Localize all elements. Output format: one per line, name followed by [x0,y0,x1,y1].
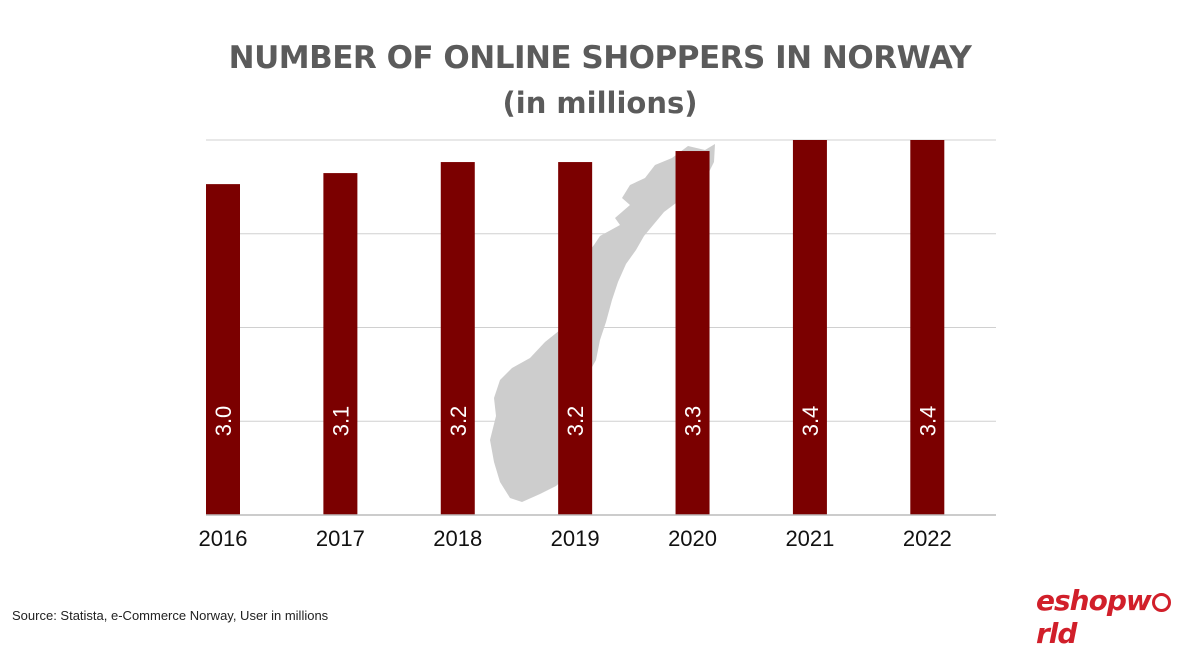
bar-2020 [675,151,710,515]
bar-2018 [440,162,475,515]
bar-2016 [206,184,240,515]
x-tick-label: 2017 [316,526,365,551]
x-tick-labels: 2016 2017 2018 2019 2020 2021 2022 [199,526,952,551]
logo-text-left: eshopw [1036,584,1152,617]
x-tick-label: 2020 [668,526,717,551]
chart-title: NUMBER OF ONLINE SHOPPERS IN NORWAY [228,40,972,76]
bar-value-label: 3.2 [563,406,588,437]
source-note: Source: Statista, e-Commerce Norway, Use… [12,608,329,623]
bar-2021 [792,140,827,515]
x-tick-label: 2021 [785,526,834,551]
x-tick-label: 2019 [551,526,600,551]
bar-2017 [323,173,358,515]
x-tick-label: 2022 [903,526,952,551]
bar-value-label: 3.2 [446,406,471,437]
bar-value-labels: 3.0 3.1 3.2 3.2 3.3 3.4 3.4 [211,406,940,437]
bar-value-label: 3.4 [798,406,823,437]
globe-icon [1151,593,1171,612]
norway-map-background [490,144,715,502]
eshopworld-logo: eshopwrld [1036,584,1200,650]
x-tick-label: 2016 [199,526,248,551]
x-tick-label: 2018 [433,526,482,551]
bar-chart: 2016 2017 2018 2019 2020 2021 2022 3.0 3.1 3.2 3.… [199,139,996,551]
logo-text-right: rld [1036,617,1077,650]
bar-2019 [558,162,593,515]
bar-value-label: 3.1 [328,406,353,437]
bar-value-label: 3.4 [915,406,940,437]
bar-2022 [910,140,945,515]
chart-subtitle: (in millions) [502,86,698,120]
bars [206,140,945,515]
bar-value-label: 3.0 [211,406,236,437]
bar-value-label: 3.3 [681,406,706,437]
